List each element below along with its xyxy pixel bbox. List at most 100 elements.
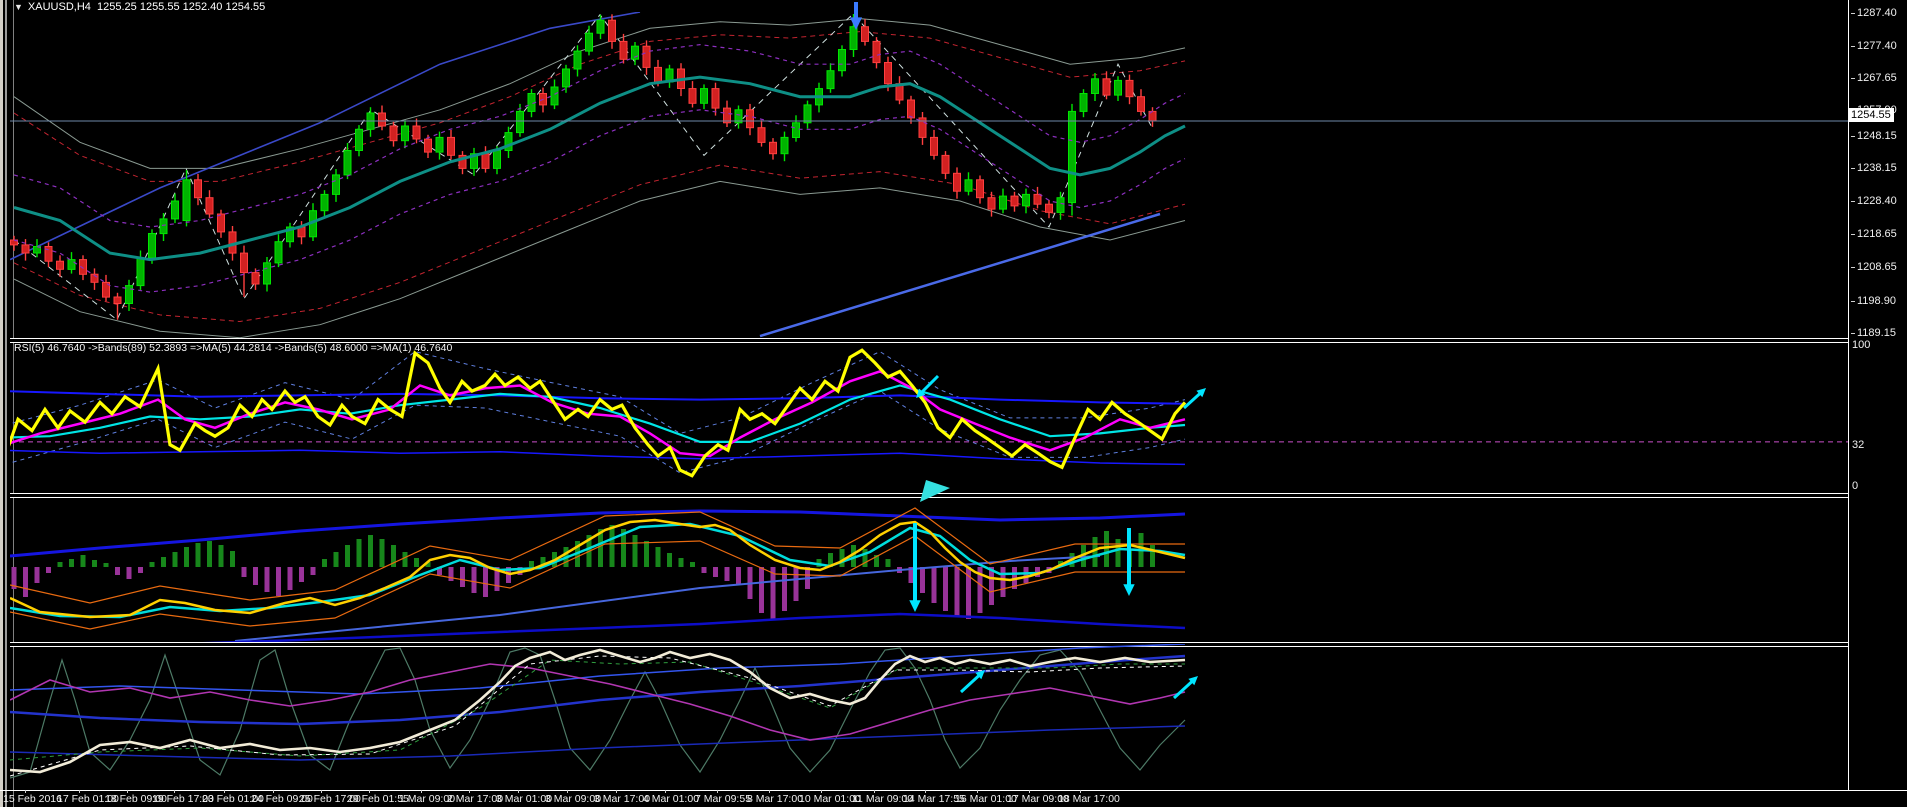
rsi-blue-lower-band	[10, 449, 1186, 466]
time-tick-label: 25 Feb 17:00	[299, 793, 361, 805]
osc-blue-diagonal-line	[234, 555, 1101, 642]
time-tick-label: 16 Mar 01:00	[955, 793, 1017, 805]
oscillator-histogram-panel[interactable]	[10, 496, 1848, 642]
osc-yellow-signal-line	[10, 518, 1186, 619]
rsi-band-dashed-upper	[10, 351, 1186, 434]
rsi-indicator-panel[interactable]	[10, 341, 1848, 493]
osc-orange-lower-band	[10, 535, 1185, 630]
time-tick-label: 17 Mar 09:00	[1007, 793, 1069, 805]
envelope-gray-upper-line	[13, 18, 1186, 169]
fourth-indicator-panel[interactable]	[10, 644, 1848, 790]
time-tick-mark	[273, 790, 274, 793]
ind4-darksea-stochastic-line	[10, 647, 1186, 779]
time-tick-mark	[567, 790, 568, 793]
time-tick-mark	[1029, 790, 1030, 793]
purple-band-lower-line	[13, 109, 1186, 293]
time-tick-mark	[874, 790, 875, 793]
time-tick-label: 4 Mar 01:00	[643, 793, 700, 805]
time-tick-mark	[321, 790, 322, 793]
time-tick-label: 3 Mar 01:00	[496, 793, 553, 805]
time-tick-mark	[977, 790, 978, 793]
envelope-red-upper-line	[13, 31, 1186, 182]
price-axis-border	[1848, 0, 1849, 790]
time-tick-mark	[821, 790, 822, 793]
blue-trendline	[759, 212, 1161, 338]
ind4-blue-upper-line	[10, 644, 1186, 695]
time-tick-label: 11 Mar 09:00	[852, 793, 914, 805]
time-tick-label: 29 Feb 01:55	[347, 793, 409, 805]
price-tick-label: 1277.40	[1851, 40, 1897, 52]
time-tick-mark	[369, 790, 370, 793]
time-tick-mark	[717, 790, 718, 793]
price-tick-label: 1287.40	[1851, 7, 1897, 19]
time-tick-label: 24 Feb 09:00	[251, 793, 313, 805]
time-tick-mark	[616, 790, 617, 793]
price-tick-label: 1189.15	[1851, 327, 1896, 339]
main-price-chart[interactable]	[10, 12, 1848, 338]
rsi-tick-label: 0	[1852, 480, 1859, 492]
symbol-dropdown-icon[interactable]: ▼	[14, 2, 23, 12]
time-tick-label: 3 Mar 09:00	[545, 793, 602, 805]
panel-separator-3[interactable]	[10, 642, 1848, 647]
symbol-period-label: XAUUSD,H4	[27, 1, 91, 13]
ind4-green-dashed-line	[10, 659, 1185, 761]
time-tick-label: 7 Mar 09:55	[695, 793, 752, 805]
time-tick-mark	[421, 790, 422, 793]
osc-blue-arc-line	[10, 509, 1186, 558]
time-tick-label: 23 Feb 01:00	[202, 793, 264, 805]
current-price-tag: 1254.55	[1849, 108, 1894, 122]
price-tick-label: 1267.65	[1851, 72, 1897, 84]
time-tick-mark	[79, 790, 80, 793]
teal-moving-average-line	[13, 75, 1186, 262]
ohlc-quote-label: 1255.25 1255.55 1252.40 1254.55	[97, 1, 266, 13]
time-tick-mark	[25, 790, 26, 793]
time-tick-label: 1 Mar 09:00	[399, 793, 456, 805]
price-tick-label: 1218.65	[1851, 228, 1897, 240]
time-tick-mark	[469, 790, 470, 793]
blue-moving-average-line	[10, 12, 641, 261]
time-tick-label: 2 Mar 17:00	[447, 793, 504, 805]
rsi-magenta-ma-line	[10, 370, 1186, 458]
time-tick-label: 14 Mar 17:55	[903, 793, 965, 805]
candlestick-series	[10, 14, 1157, 320]
rsi-indicator-label: RSI(5) 46.7640 ->Bands(89) 52.3893 =>MA(…	[14, 342, 453, 354]
ind4-magenta-line	[10, 663, 1186, 741]
time-tick-label: 17 Feb 01:00	[57, 793, 119, 805]
time-tick-mark	[1080, 790, 1081, 793]
rsi-tick-label: 32	[1852, 439, 1865, 451]
time-tick-mark	[925, 790, 926, 793]
time-tick-mark	[665, 790, 666, 793]
osc-cyan-signal-line	[10, 522, 1186, 619]
time-tick-label: 18 Mar 17:00	[1058, 793, 1120, 805]
time-tick-mark	[127, 790, 128, 793]
ind4-white-dashed-line	[10, 655, 1186, 777]
time-tick-mark	[224, 790, 225, 793]
time-tick-mark	[518, 790, 519, 793]
rsi-tick-label: 100	[1852, 339, 1871, 351]
window-left-edge	[0, 0, 14, 807]
ind4-blue-mid-line	[10, 654, 1186, 726]
time-tick-mark	[769, 790, 770, 793]
price-tick-label: 1238.15	[1851, 162, 1897, 174]
time-tick-label: 3 Mar 17:00	[594, 793, 651, 805]
time-tick-label: 15 Feb 2016	[3, 793, 62, 805]
chart-title-bar: ▼ XAUUSD,H4 1255.25 1255.55 1252.40 1254.…	[14, 1, 265, 13]
envelope-gray-lower-line	[13, 180, 1186, 338]
price-tick-label: 1198.90	[1851, 295, 1896, 307]
oscillator-histogram	[11, 525, 1155, 619]
purple-band-upper-line	[13, 43, 1186, 228]
time-tick-label: 19 Feb 17:00	[152, 793, 214, 805]
time-tick-label: 10 Mar 01:00	[799, 793, 861, 805]
price-tick-label: 1208.65	[1851, 261, 1897, 273]
osc-blue-lower-band	[202, 612, 1186, 642]
panel-separator-1[interactable]	[10, 338, 1848, 343]
osc-orange-upper-band	[10, 507, 1185, 604]
rsi-cyan-ma-line	[10, 384, 1186, 443]
time-axis-border	[0, 790, 1907, 791]
time-tick-label: 8 Mar 17:00	[747, 793, 804, 805]
price-tick-label: 1248.15	[1851, 130, 1897, 142]
price-tick-label: 1228.40	[1851, 195, 1897, 207]
rsi-yellow-line	[10, 348, 1187, 478]
ind4-blue-lower-line	[10, 725, 1186, 761]
time-tick-mark	[174, 790, 175, 793]
